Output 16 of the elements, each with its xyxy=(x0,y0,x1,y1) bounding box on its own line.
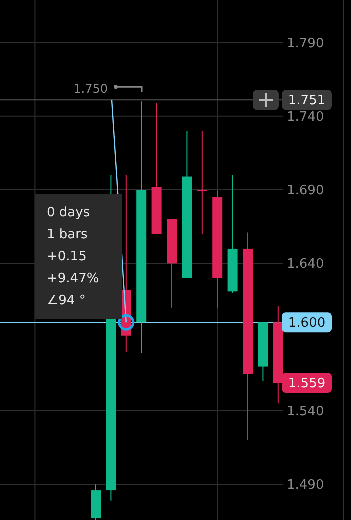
annotation: 1.750 xyxy=(74,82,108,96)
y-tick-label: 1.740 xyxy=(287,110,324,125)
ref-line-label: 1.751 xyxy=(288,94,326,109)
y-tick-label: 1.540 xyxy=(287,404,324,420)
text: ∠94 ° xyxy=(47,294,86,309)
text: 1.559 xyxy=(288,376,326,392)
y-tick-label: 1.790 xyxy=(287,36,324,52)
y-tick-label: 1.690 xyxy=(287,184,324,199)
y-tick-label: 1.490 xyxy=(287,478,324,494)
annotation: +9.47% xyxy=(47,272,100,287)
text: +0.15 xyxy=(47,250,87,265)
text: 1 bars xyxy=(47,228,88,243)
ref-line-label: 1.600 xyxy=(288,316,326,332)
y-tick-label: 1.640 xyxy=(287,257,324,272)
annotation: 0 days xyxy=(47,206,90,221)
candlestick xyxy=(197,130,208,235)
